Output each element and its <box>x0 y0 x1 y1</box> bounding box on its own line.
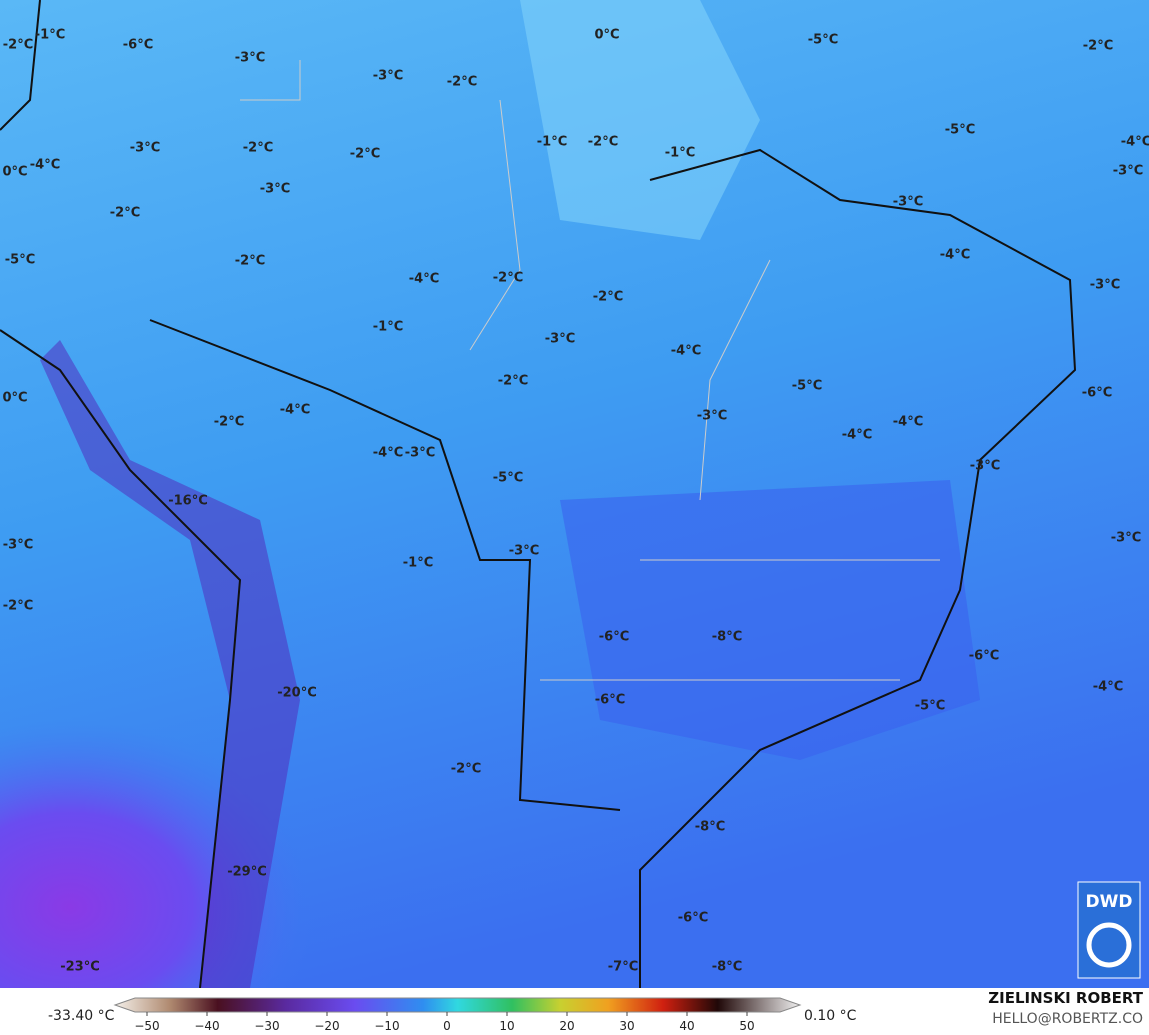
temp-label: -6°C <box>595 693 625 708</box>
colorbar-tick-label: −50 <box>134 1019 159 1033</box>
temp-label: -2°C <box>588 135 618 150</box>
credit-name: ZIELINSKI ROBERT <box>988 989 1143 1007</box>
colorbar-tick-label: −30 <box>254 1019 279 1033</box>
temp-label: -3°C <box>970 459 1000 474</box>
temp-label: -4°C <box>280 403 310 418</box>
temp-label: -2°C <box>451 762 481 777</box>
colorbar-tick-label: 20 <box>559 1019 574 1033</box>
temp-label: -3°C <box>509 544 539 559</box>
colorbar-max: 0.10 °C <box>804 1008 857 1024</box>
temp-label: -4°C <box>409 272 439 287</box>
temp-label: -2°C <box>350 147 380 162</box>
temp-label: -4°C <box>30 158 60 173</box>
temp-label: -3°C <box>1111 531 1141 546</box>
colorbar-tick-label: −20 <box>314 1019 339 1033</box>
temp-label: -3°C <box>697 409 727 424</box>
credit-email: HELLO@ROBERTZ.CO <box>992 1011 1143 1027</box>
temp-label: -5°C <box>792 379 822 394</box>
temp-label: -8°C <box>712 630 742 645</box>
temp-label: -3°C <box>130 141 160 156</box>
temp-label: -3°C <box>1113 164 1143 179</box>
colorbar <box>113 997 802 1013</box>
state-borders <box>240 60 940 681</box>
temp-label: -4°C <box>373 446 403 461</box>
temp-label: 0°C <box>2 165 27 180</box>
temp-label: -2°C <box>1083 39 1113 54</box>
temp-label: -5°C <box>5 253 35 268</box>
temp-label: -6°C <box>678 911 708 926</box>
dwd-logo: DWD <box>1077 881 1141 979</box>
temp-label: -2°C <box>493 271 523 286</box>
temp-label: -16°C <box>168 494 208 509</box>
temp-label: -5°C <box>493 471 523 486</box>
temp-label: -20°C <box>277 686 317 701</box>
temp-label: -5°C <box>915 699 945 714</box>
temp-label: -23°C <box>60 960 100 975</box>
temp-label: -6°C <box>599 630 629 645</box>
temp-label: -3°C <box>893 195 923 210</box>
logo-text: DWD <box>1086 892 1133 912</box>
temp-label: -1°C <box>35 28 65 43</box>
borders <box>0 0 1077 989</box>
colorbar-tick-label: 0 <box>443 1019 451 1033</box>
temp-label: -3°C <box>545 332 575 347</box>
temp-label: -3°C <box>1090 278 1120 293</box>
colorbar-min: -33.40 °C <box>48 1008 115 1024</box>
temp-label: -4°C <box>893 415 923 430</box>
temp-label: -4°C <box>671 344 701 359</box>
temp-label: -2°C <box>3 599 33 614</box>
temp-label: -2°C <box>593 290 623 305</box>
temp-label: -3°C <box>3 538 33 553</box>
temp-label: -8°C <box>712 960 742 975</box>
colorbar-tick-label: 50 <box>739 1019 754 1033</box>
colorbar-tick-label: −10 <box>374 1019 399 1033</box>
temp-label: -2°C <box>243 141 273 156</box>
temp-label: -1°C <box>403 556 433 571</box>
warm-area <box>520 0 760 240</box>
temp-label: -3°C <box>405 446 435 461</box>
temp-label: -2°C <box>447 75 477 90</box>
temp-label: -4°C <box>1093 680 1123 695</box>
temp-label: -6°C <box>123 38 153 53</box>
temp-label: -4°C <box>842 428 872 443</box>
temp-label: -3°C <box>373 69 403 84</box>
colorbar-tick-label: 30 <box>619 1019 634 1033</box>
andes <box>40 340 300 988</box>
temp-label: -2°C <box>498 374 528 389</box>
temp-label: 0°C <box>2 391 27 406</box>
temp-label: -2°C <box>3 38 33 53</box>
colorbar-tick-label: 10 <box>499 1019 514 1033</box>
colorbar-tick-label: 40 <box>679 1019 694 1033</box>
temp-label: -2°C <box>235 254 265 269</box>
temp-label: -6°C <box>1082 386 1112 401</box>
temp-label: -3°C <box>235 51 265 66</box>
temp-label: -6°C <box>969 649 999 664</box>
temp-label: -4°C <box>1121 135 1149 150</box>
cold-area <box>0 450 700 988</box>
temp-label: -1°C <box>665 146 695 161</box>
temp-label: -7°C <box>608 960 638 975</box>
temp-label: -8°C <box>695 820 725 835</box>
temp-label: -2°C <box>214 415 244 430</box>
temp-label: -5°C <box>808 33 838 48</box>
temp-label: 0°C <box>594 28 619 43</box>
temp-label: -2°C <box>110 206 140 221</box>
temp-label: -3°C <box>260 182 290 197</box>
temp-label: -1°C <box>537 135 567 150</box>
temp-label: -5°C <box>945 123 975 138</box>
temp-label: -4°C <box>940 248 970 263</box>
temp-label: -29°C <box>227 865 267 880</box>
temp-label: -1°C <box>373 320 403 335</box>
colorbar-tick-label: −40 <box>194 1019 219 1033</box>
